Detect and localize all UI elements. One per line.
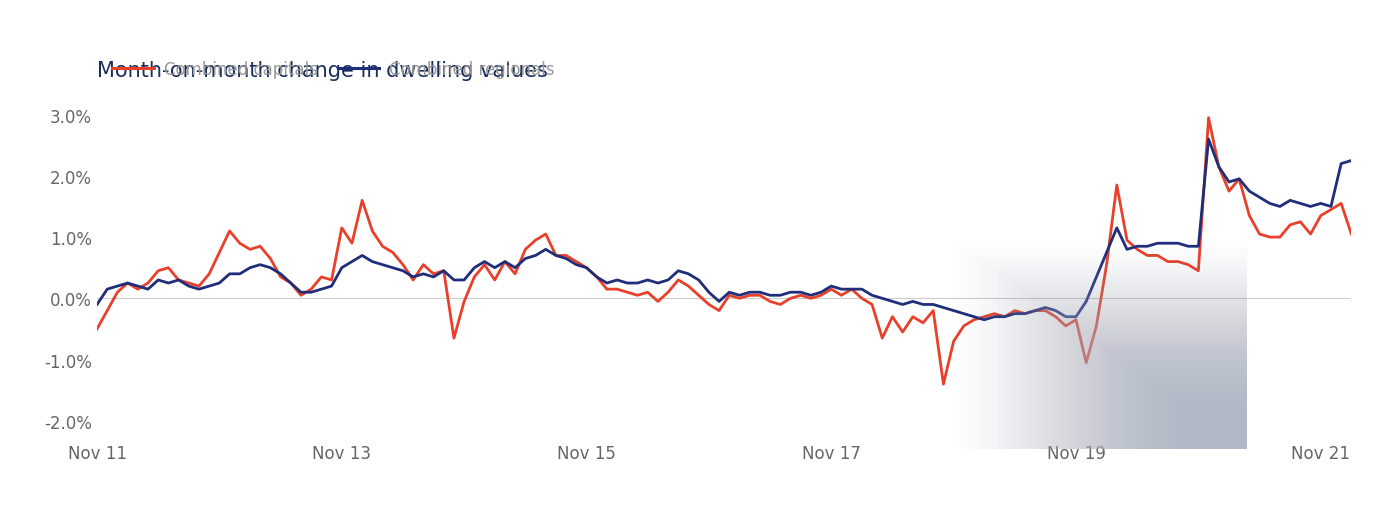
Bar [1117, 357, 1247, 449]
Bar [1037, 300, 1247, 449]
Bar [1192, 410, 1247, 449]
Bar [1232, 439, 1247, 449]
Bar [1012, 282, 1247, 449]
Bar [1157, 385, 1247, 449]
Bar [992, 268, 1247, 449]
Bar [1213, 425, 1247, 449]
Bar [1222, 432, 1247, 449]
Bar [981, 261, 1247, 449]
Bar [1092, 339, 1247, 449]
Bar [1052, 311, 1247, 449]
Bar [1188, 407, 1247, 449]
Bar [1058, 314, 1247, 449]
Bar [1148, 378, 1247, 449]
Bar [952, 239, 1247, 449]
Bar [1198, 414, 1247, 449]
Bar [1071, 325, 1247, 449]
Bar [966, 250, 1247, 449]
Bar [1207, 421, 1247, 449]
Bar [1202, 417, 1247, 449]
Bar [962, 246, 1247, 449]
Bar [947, 235, 1247, 449]
Bar [1031, 296, 1247, 449]
Bar [1142, 375, 1247, 449]
Bar [987, 264, 1247, 449]
Bar [1102, 346, 1247, 449]
Bar [1182, 403, 1247, 449]
Bar [1173, 396, 1247, 449]
Bar [1098, 342, 1247, 449]
Bar [1163, 389, 1247, 449]
Bar [1127, 364, 1247, 449]
Legend: Combined capitals, Combined regionals: Combined capitals, Combined regionals [105, 54, 561, 85]
Bar [977, 257, 1247, 449]
Bar [1242, 446, 1247, 449]
Bar [1062, 318, 1247, 449]
Bar [1167, 392, 1247, 449]
Bar [1217, 428, 1247, 449]
Bar [972, 254, 1247, 449]
Bar [1177, 399, 1247, 449]
Bar [1067, 321, 1247, 449]
Bar [1042, 304, 1247, 449]
Bar [1123, 361, 1247, 449]
Bar [1228, 435, 1247, 449]
Bar [1112, 353, 1247, 449]
Text: Month-on-month change in dwelling values: Month-on-month change in dwelling values [97, 61, 547, 81]
Bar [997, 271, 1247, 449]
Bar [1152, 382, 1247, 449]
Bar [1082, 332, 1247, 449]
Bar [1137, 371, 1247, 449]
Bar [1238, 442, 1247, 449]
Bar [1002, 275, 1247, 449]
Bar [1087, 335, 1247, 449]
Bar [1046, 307, 1247, 449]
Bar [1027, 292, 1247, 449]
Bar [1021, 289, 1247, 449]
Bar [1006, 278, 1247, 449]
Bar [1107, 349, 1247, 449]
Bar [1077, 328, 1247, 449]
Bar [1017, 285, 1247, 449]
Bar [1132, 368, 1247, 449]
Bar [956, 243, 1247, 449]
